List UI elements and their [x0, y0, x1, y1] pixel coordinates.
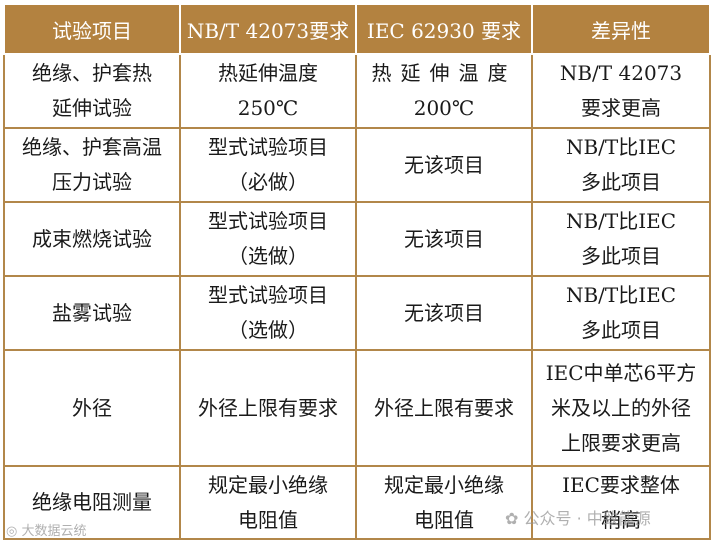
cell-line: 外径上限有要求	[374, 395, 514, 420]
cell-line: 绝缘、护套热	[32, 61, 152, 85]
cell-iec: 热延伸温度 200℃	[355, 53, 533, 129]
cell-difference: NB/T 42073 要求更高	[531, 53, 711, 129]
cell-line: NB/T比IEC	[565, 283, 677, 307]
wechat-icon: ✿	[505, 509, 519, 528]
table-row: 外径 外径上限有要求 外径上限有要求 IEC中单芯6平方 米及以上的外径 上限要求更…	[3, 349, 711, 467]
table-row: 绝缘电阻测量 规定最小绝缘 电阻值 规定最小绝缘 电阻值 IEC要求整体 稍高	[3, 465, 711, 540]
cell-line: 外径	[72, 395, 112, 420]
cell-test-item: 盐雾试验	[3, 275, 181, 351]
cell-nbt: 热延伸温度 250℃	[179, 53, 357, 129]
cell-line: 热延伸温度	[218, 61, 318, 85]
cell-nbt: 规定最小绝缘 电阻值	[179, 465, 357, 540]
cell-difference: IEC中单芯6平方 米及以上的外径 上限要求更高	[531, 349, 711, 467]
cell-iec: 无该项目	[355, 275, 533, 351]
cell-line: （选做）	[228, 318, 308, 342]
cell-line: 多此项目	[581, 244, 661, 268]
cell-line: （选做）	[228, 244, 308, 268]
cell-line: 200℃	[413, 96, 475, 120]
header-difference: 差异性	[531, 3, 711, 55]
cell-test-item: 外径	[3, 349, 181, 467]
cell-line: 多此项目	[581, 170, 661, 194]
watermark-left: ◎ 大数据云统	[6, 520, 87, 539]
cell-line: IEC要求整体	[562, 472, 680, 497]
header-iec-requirement: IEC 62930 要求	[355, 3, 533, 55]
cell-line: 规定最小绝缘	[208, 472, 328, 497]
table-row: 成束燃烧试验 型式试验项目 （选做） 无该项目 NB/T比IEC 多此项目	[3, 201, 711, 277]
cell-nbt: 外径上限有要求	[179, 349, 357, 467]
cell-difference: IEC要求整体 稍高	[531, 465, 711, 540]
cell-line: 规定最小绝缘	[384, 472, 504, 497]
cell-line: 成束燃烧试验	[32, 226, 152, 251]
cell-iec: 无该项目	[355, 127, 533, 203]
cell-line: 热延伸温度	[371, 61, 517, 85]
cell-iec: 无该项目	[355, 201, 533, 277]
cell-line: 延伸试验	[52, 96, 132, 120]
cell-line: 电阻值	[414, 507, 474, 532]
cell-line: 电阻值	[238, 507, 298, 532]
cell-line: 外径上限有要求	[198, 395, 338, 420]
table-row: 盐雾试验 型式试验项目 （选做） 无该项目 NB/T比IEC 多此项目	[3, 275, 711, 351]
watermark-right: ✿ 公众号 · 中致能源	[505, 505, 651, 529]
weibo-icon: ◎	[6, 524, 18, 539]
header-nbt-requirement: NB/T 42073要求	[179, 3, 357, 55]
cell-line: 压力试验	[52, 170, 132, 194]
cell-test-item: 绝缘、护套高温 压力试验	[3, 127, 181, 203]
cell-line: NB/T比IEC	[565, 135, 677, 159]
cell-line: 上限要求更高	[561, 430, 681, 455]
cell-line: IEC中单芯6平方	[545, 360, 697, 385]
cell-line: 型式试验项目	[208, 135, 328, 159]
cell-line: （必做）	[228, 170, 308, 194]
cell-line: 无该项目	[404, 226, 484, 251]
cell-test-item: 绝缘电阻测量	[3, 465, 181, 540]
cell-line: NB/T 42073	[559, 61, 683, 85]
cell-line: 无该项目	[404, 300, 484, 325]
cell-line: 型式试验项目	[208, 283, 328, 307]
cell-iec: 规定最小绝缘 电阻值	[355, 465, 533, 540]
cell-nbt: 型式试验项目 （选做）	[179, 201, 357, 277]
cell-line: 米及以上的外径	[551, 395, 691, 420]
watermark-left-text: 大数据云统	[21, 524, 87, 539]
cell-line: 无该项目	[404, 152, 484, 177]
cell-iec: 外径上限有要求	[355, 349, 533, 467]
cell-difference: NB/T比IEC 多此项目	[531, 275, 711, 351]
cell-line: NB/T比IEC	[565, 209, 677, 233]
cell-nbt: 型式试验项目 （选做）	[179, 275, 357, 351]
table-row: 绝缘、护套高温 压力试验 型式试验项目 （必做） 无该项目 NB/T比IEC 多此项目	[3, 127, 711, 203]
cell-difference: NB/T比IEC 多此项目	[531, 127, 711, 203]
cell-difference: NB/T比IEC 多此项目	[531, 201, 711, 277]
cell-line: 绝缘、护套高温	[22, 135, 162, 159]
header-row: 试验项目 NB/T 42073要求 IEC 62930 要求 差异性	[3, 3, 711, 55]
cell-line: 盐雾试验	[52, 300, 132, 325]
cell-nbt: 型式试验项目 （必做）	[179, 127, 357, 203]
cell-line: 型式试验项目	[208, 209, 328, 233]
header-test-item: 试验项目	[3, 3, 181, 55]
table-row: 绝缘、护套热 延伸试验 热延伸温度 250℃ 热延伸温度 200℃ NB/T 4207…	[3, 53, 711, 129]
cell-test-item: 成束燃烧试验	[3, 201, 181, 277]
cell-line: 要求更高	[581, 96, 661, 120]
watermark-right-text: 公众号 · 中致能源	[523, 509, 651, 528]
cell-line: 稍高	[601, 507, 641, 532]
cell-line: 250℃	[237, 96, 299, 120]
cell-test-item: 绝缘、护套热 延伸试验	[3, 53, 181, 129]
comparison-table: 试验项目 NB/T 42073要求 IEC 62930 要求 差异性 绝缘、护套…	[3, 3, 711, 540]
cell-line: 多此项目	[581, 318, 661, 342]
cell-line: 绝缘电阻测量	[32, 490, 152, 514]
